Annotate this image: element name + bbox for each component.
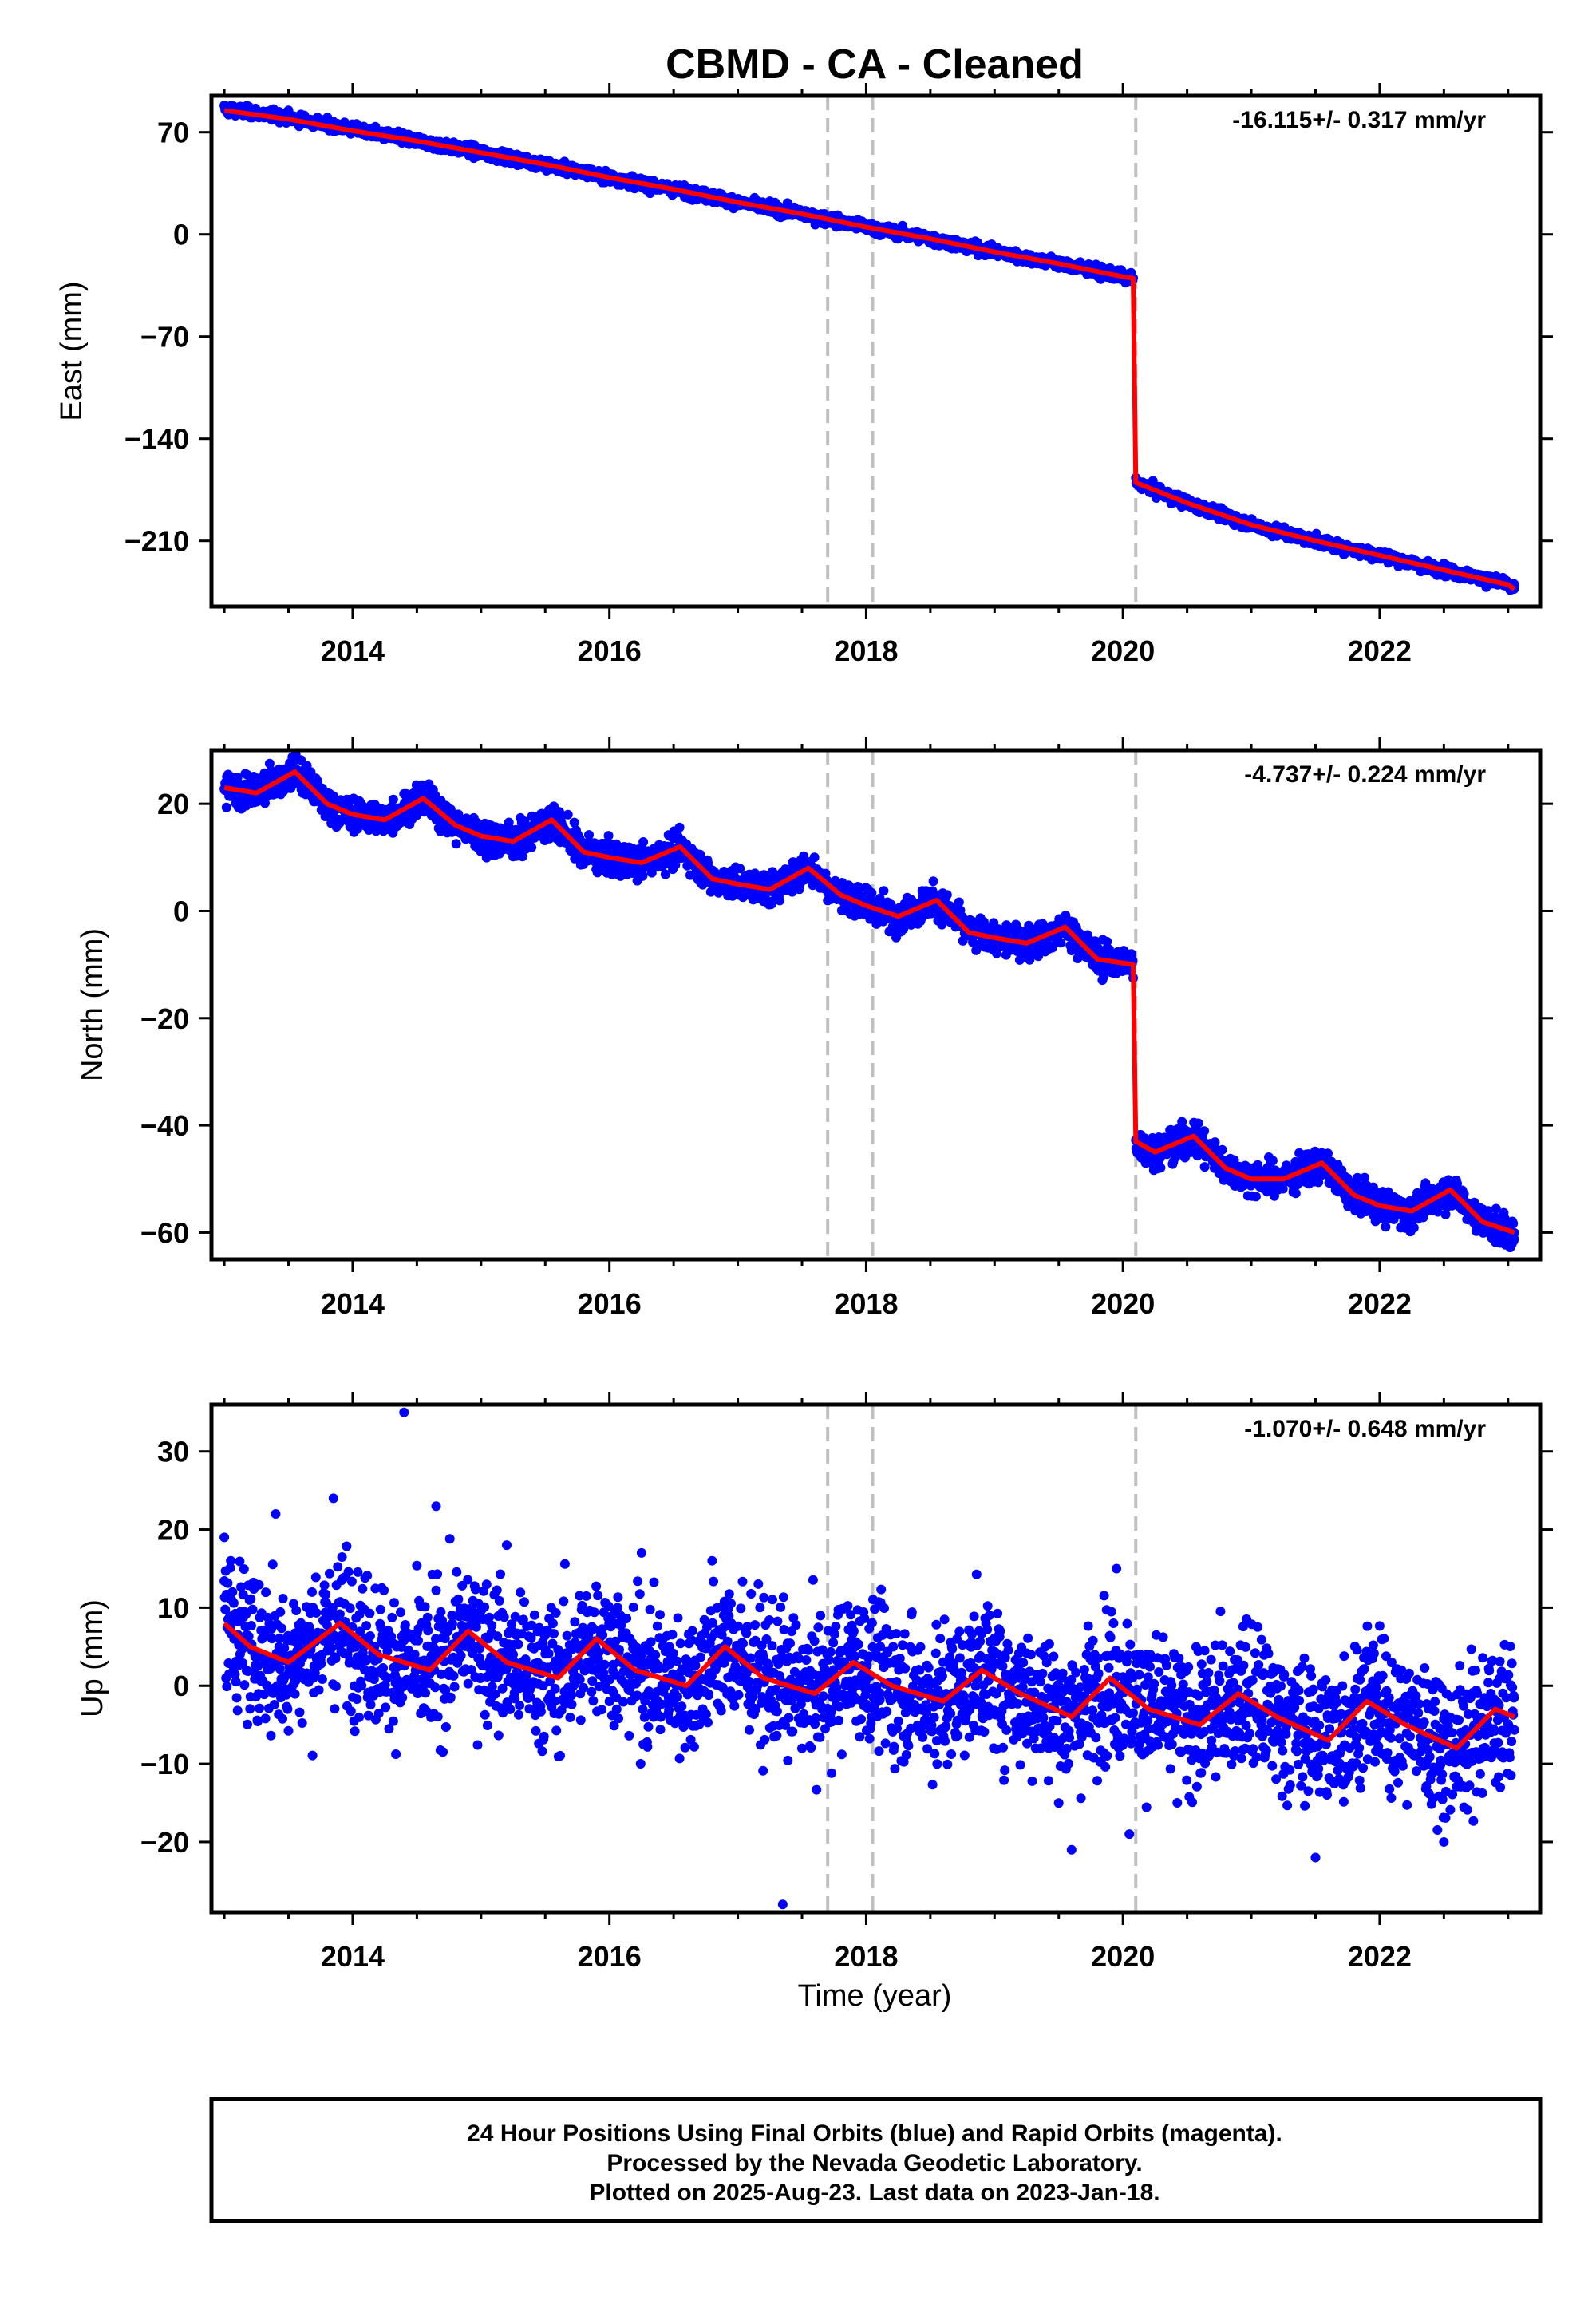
- data-point: [660, 869, 670, 879]
- data-point: [364, 825, 374, 835]
- data-point: [569, 817, 579, 828]
- data-point: [867, 887, 877, 898]
- data-point: [738, 892, 748, 903]
- data-point: [451, 839, 461, 849]
- data-point: [735, 864, 745, 874]
- panels: 2014 2016 2018 2020 2022 70 0 −70 −140 −210 East (…: [55, 83, 1553, 1973]
- y-tick-label: −210: [124, 525, 189, 558]
- data-point: [766, 899, 776, 910]
- data-point: [296, 755, 306, 765]
- data-point: [517, 852, 527, 862]
- data-point: [638, 837, 649, 847]
- data-point: [1025, 954, 1035, 965]
- data-point: [527, 842, 537, 852]
- data-point: [942, 890, 952, 900]
- data-points: [219, 750, 1519, 1253]
- data-point: [388, 794, 398, 804]
- data-point: [603, 831, 614, 841]
- data-point: [670, 860, 681, 870]
- y-axis-label: East (mm): [55, 281, 89, 421]
- data-points: [219, 101, 1519, 595]
- y-tick-label: 70: [157, 117, 189, 149]
- data-point: [221, 802, 231, 812]
- data-point: [328, 791, 338, 801]
- y-tick-label: −140: [124, 423, 189, 456]
- data-point: [768, 867, 777, 877]
- rate-annotation: -16.115+/- 0.317 mm/yr: [1232, 107, 1486, 133]
- x-tick-label: 2020: [1091, 634, 1155, 667]
- y-tick-label: 0: [173, 219, 189, 251]
- data-point: [886, 899, 896, 910]
- plot-area: [219, 750, 1519, 1259]
- data-point: [954, 897, 964, 907]
- x-tick-label: 2018: [834, 634, 898, 667]
- chart-title: CBMD - CA - Cleaned: [666, 41, 1084, 88]
- data-point: [775, 895, 785, 906]
- y-tick-label: −70: [140, 321, 189, 354]
- plot-area: [219, 96, 1519, 607]
- data-point: [928, 876, 938, 887]
- x-tick-label: 2016: [578, 634, 642, 667]
- data-point: [638, 871, 648, 881]
- x-tick-label: 2014: [321, 634, 385, 667]
- panel-east: 2014 2016 2018 2020 2022 70 0 −70 −140 −210 East (…: [55, 83, 1553, 667]
- data-point: [334, 818, 345, 828]
- data-point: [674, 822, 685, 832]
- data-point: [879, 886, 889, 896]
- data-point: [992, 948, 1001, 958]
- data-point: [809, 852, 820, 863]
- data-point: [584, 830, 594, 840]
- data-point: [563, 809, 573, 820]
- model-line: [223, 108, 1516, 591]
- x-tick-label: 2022: [1348, 634, 1412, 667]
- data-point: [968, 937, 978, 947]
- plot-frame: [209, 93, 1543, 609]
